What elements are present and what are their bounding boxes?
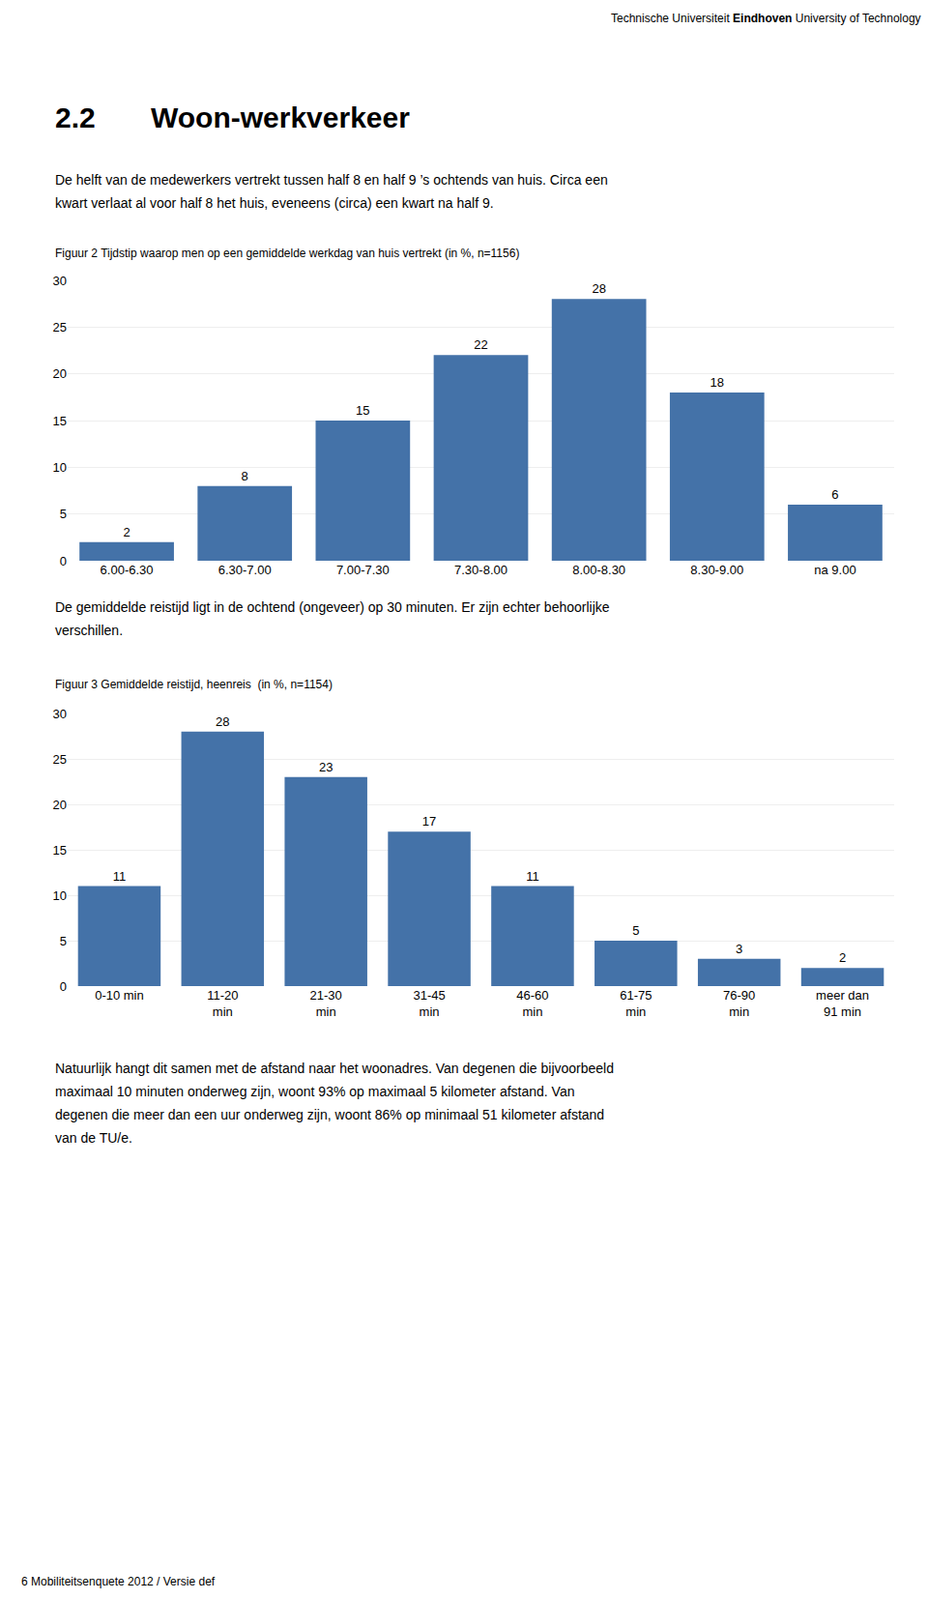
svg-text:0-10 min: 0-10 min	[94, 987, 145, 1003]
svg-text:10: 10	[53, 888, 67, 903]
svg-text:2: 2	[122, 524, 130, 540]
svg-text:17: 17	[422, 813, 436, 829]
svg-text:verschillen.: verschillen.	[55, 622, 123, 638]
svg-text:22: 22	[473, 337, 488, 352]
svg-text:10: 10	[53, 460, 67, 475]
svg-text:11: 11	[113, 869, 127, 884]
svg-text:30: 30	[53, 273, 67, 289]
svg-text:20: 20	[53, 366, 67, 381]
svg-text:21-30min: 21-30min	[310, 987, 343, 1019]
svg-text:degenen die meer dan een uur o: degenen die meer dan een uur onderweg zi…	[55, 1106, 605, 1123]
svg-text:8: 8	[241, 468, 249, 484]
svg-text:76-90min: 76-90min	[723, 987, 755, 1019]
svg-text:8.00-8.30: 8.00-8.30	[572, 562, 626, 578]
svg-text:6.00-6.30: 6.00-6.30	[100, 562, 154, 578]
svg-text:Figuur 3 Gemiddelde reistijd,: Figuur 3 Gemiddelde reistijd, heenreis (…	[55, 677, 333, 692]
svg-text:2.2: 2.2	[55, 101, 96, 134]
svg-text:van de TU/e.: van de TU/e.	[55, 1130, 133, 1146]
svg-text:3: 3	[735, 941, 743, 957]
svg-text:28: 28	[591, 281, 606, 296]
svg-text:De helft van de medewerkers ve: De helft van de medewerkers vertrekt tus…	[55, 172, 609, 188]
svg-text:na 9.00: na 9.00	[813, 562, 856, 578]
svg-text:15: 15	[355, 403, 370, 418]
svg-text:7.30-8.00: 7.30-8.00	[454, 562, 508, 578]
svg-text:0: 0	[59, 979, 67, 994]
svg-text:5: 5	[632, 923, 639, 938]
svg-text:30: 30	[53, 706, 67, 722]
svg-text:Figuur 2 Tijdstip waarop men o: Figuur 2 Tijdstip waarop men op een gemi…	[55, 246, 520, 261]
svg-text:8.30-9.00: 8.30-9.00	[690, 562, 744, 578]
svg-text:23: 23	[319, 759, 333, 775]
svg-text:28: 28	[215, 714, 230, 729]
svg-text:Woon-werkverkeer: Woon-werkverkeer	[150, 101, 410, 134]
svg-text:Natuurlijk hangt dit samen met: Natuurlijk hangt dit samen met de afstan…	[55, 1060, 614, 1076]
svg-text:25: 25	[53, 319, 67, 335]
svg-text:31-45min: 31-45min	[412, 987, 445, 1019]
svg-text:15: 15	[53, 842, 67, 858]
svg-text:20: 20	[53, 797, 67, 812]
svg-text:De gemiddelde reistijd ligt in: De gemiddelde reistijd ligt in de ochten…	[55, 599, 610, 615]
svg-text:6.30-7.00: 6.30-7.00	[218, 562, 272, 578]
svg-text:kwart verlaat al voor half 8 h: kwart verlaat al voor half 8 het huis, e…	[55, 195, 494, 211]
svg-text:61-75min: 61-75min	[619, 987, 652, 1019]
svg-text:meer dan91 min: meer dan91 min	[815, 987, 870, 1019]
svg-text:46-60min: 46-60min	[516, 987, 549, 1019]
svg-text:maximaal 10 minuten onderweg z: maximaal 10 minuten onderweg zijn, woont…	[55, 1083, 575, 1100]
svg-text:11-20min: 11-20min	[206, 987, 238, 1019]
svg-text:11: 11	[525, 869, 540, 884]
svg-text:0: 0	[59, 553, 67, 569]
svg-text:18: 18	[710, 375, 725, 390]
svg-text:15: 15	[53, 413, 67, 429]
svg-text:25: 25	[53, 752, 67, 767]
svg-text:Technische Universiteit Eindho: Technische Universiteit Eindhoven Univer…	[610, 11, 922, 26]
svg-text:2: 2	[839, 950, 846, 965]
svg-text:7.00-7.30: 7.00-7.30	[336, 562, 390, 578]
svg-text:5: 5	[59, 933, 67, 949]
svg-text:6: 6	[831, 487, 839, 502]
svg-text:6 Mobiliteitsenquete 2012 / Ve: 6 Mobiliteitsenquete 2012 / Versie def	[21, 1574, 216, 1589]
svg-text:5: 5	[59, 506, 67, 522]
